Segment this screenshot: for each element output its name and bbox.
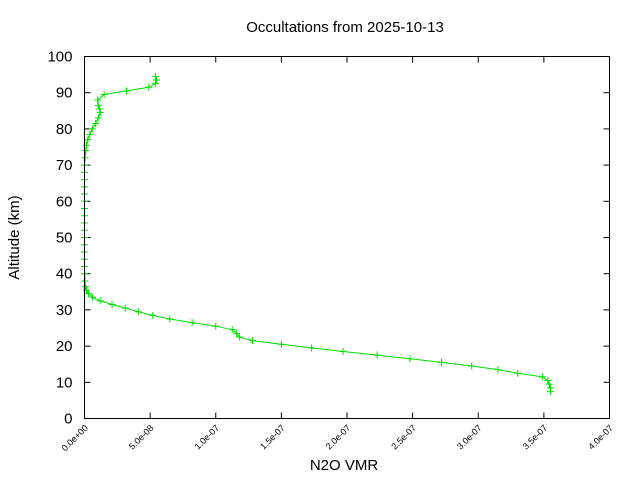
data-point [96,105,104,113]
data-point [145,83,153,91]
x-axis-label: N2O VMR [310,457,379,474]
data-point [94,101,102,109]
data-point [235,333,243,341]
y-tick-label: 70 [56,157,73,174]
data-point [108,300,116,308]
data-point [339,348,347,356]
chart-title: Occultations from 2025-10-13 [246,19,444,36]
data-point [134,308,142,316]
data-point [88,293,96,301]
data-point [544,376,552,384]
x-tick-label: 2.0e-07 [324,423,353,452]
data-point [96,297,104,305]
data-point [308,344,316,352]
data-point [233,329,241,337]
x-tick-label: 1.5e-07 [258,423,287,452]
x-tick-label: 2.5e-07 [389,423,418,452]
data-point [229,326,237,334]
data-point [151,72,159,80]
data-point [438,358,445,366]
x-tick-label: 3.0e-07 [455,423,484,452]
y-tick-label: 80 [56,121,73,138]
data-point [121,304,129,312]
series-line [84,76,551,392]
data-point [406,355,414,363]
x-tick-label: 1.0e-07 [193,423,222,452]
y-tick-label: 100 [47,49,72,66]
data-point [166,315,174,323]
y-tick-label: 40 [56,266,73,283]
data-point [82,147,90,155]
y-tick-label: 50 [56,230,73,247]
data-point [188,319,196,327]
x-tick-label: 3.5e-07 [521,423,550,452]
y-tick-label: 30 [56,302,73,319]
x-tick-label: 4.0e-07 [586,423,615,452]
x-tick-label: 5.0e-08 [127,423,156,452]
data-point [81,154,89,162]
data-point [494,366,502,374]
data-point [92,119,100,127]
data-point [88,125,96,133]
data-point [539,373,547,381]
data-point [249,337,256,345]
data-point [94,114,102,122]
y-tick-label: 90 [56,85,73,102]
data-point [86,130,94,138]
data-point [84,136,92,144]
data-point [546,384,554,392]
data-point [545,380,553,388]
data-point [151,80,159,88]
y-tick-label: 20 [56,338,73,355]
data-point [153,76,161,84]
data-series [81,72,554,395]
data-point [100,91,108,99]
data-point [277,340,285,348]
y-tick-label: 10 [56,374,73,391]
y-axis-label: Altitude (km) [6,195,23,279]
data-point [373,351,381,359]
data-point [468,362,476,370]
data-point [84,290,92,298]
y-tick-label: 0 [64,411,72,428]
y-tick-label: 60 [56,193,73,210]
data-point [94,96,102,104]
data-point [123,87,130,95]
data-point [96,109,104,117]
data-point [514,369,522,377]
plot-frame [84,56,610,419]
data-point [82,282,90,290]
data-point [212,322,220,330]
data-point [149,311,157,319]
